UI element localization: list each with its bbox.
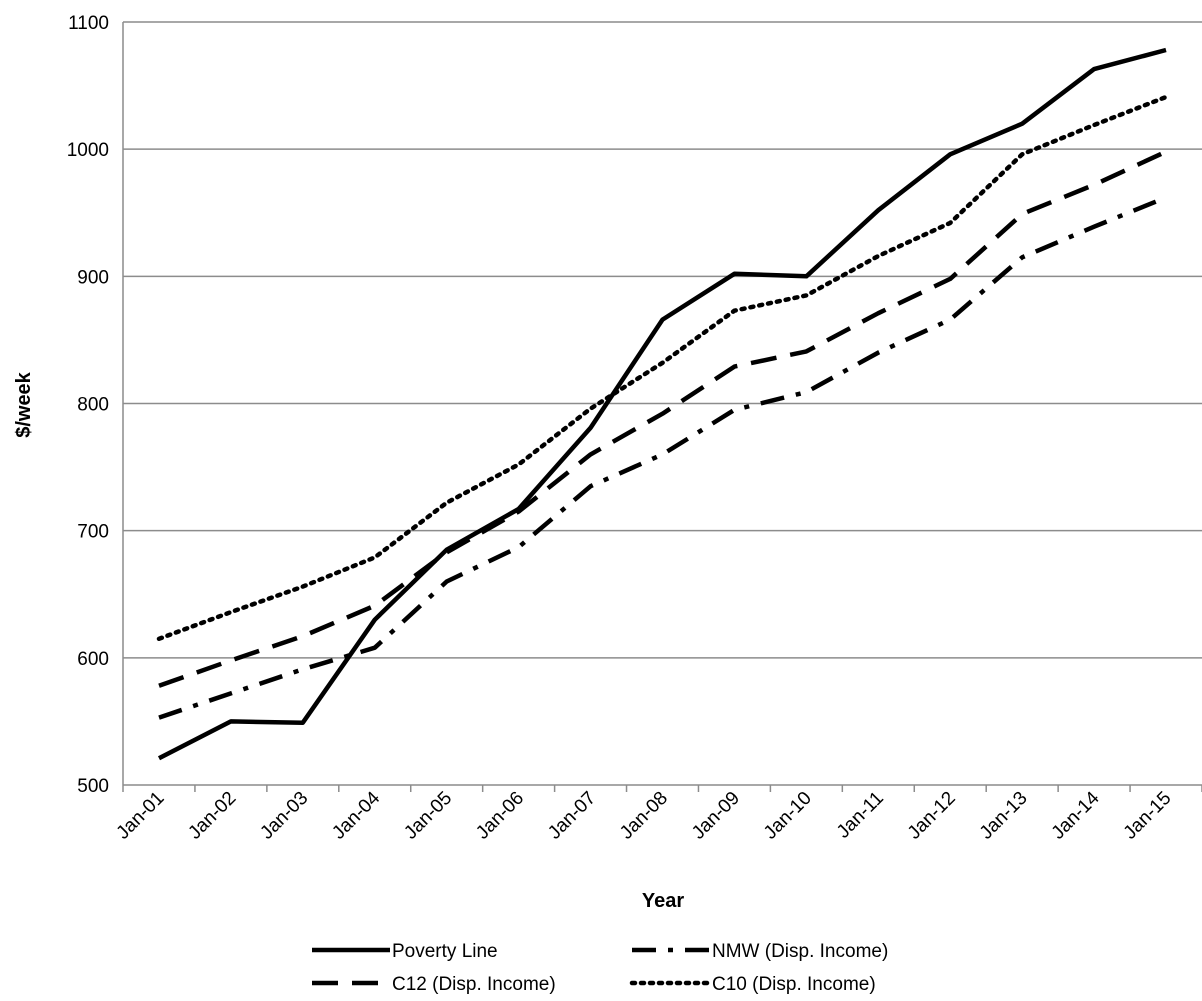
legend-label-2: C12 (Disp. Income) [392,974,556,995]
x-tick-labels: Jan-01 Jan-02 Jan-03 Jan-04 Jan-05 Jan-06 Jan-… [113,785,1202,844]
x-tick-label: Jan-15 [1120,788,1176,844]
y-tick-label: 500 [77,776,109,797]
x-tick-label: Jan-07 [544,788,600,844]
x-tick-label: Jan-06 [472,788,528,844]
series-line-1 [158,195,1167,720]
x-tick-label: Jan-13 [976,788,1032,844]
legend: Poverty Line NMW (Disp. Income) C12 (Disp.… [312,941,888,995]
legend-label-1: NMW (Disp. Income) [712,941,888,962]
legend-label-0: Poverty Line [392,941,498,962]
y-axis-title: $/week [13,371,35,437]
series-lines [156,47,1169,761]
series-line-3 [156,94,1169,642]
x-tick-label: Jan-01 [113,788,169,844]
y-tick-label: 700 [77,522,109,543]
y-tick-label: 1100 [68,13,109,34]
y-tick-label: 900 [77,267,109,288]
x-tick-label: Jan-02 [184,788,240,844]
series-line-2 [158,149,1167,688]
y-tick-labels: 500 600 700 800 900 1000 1100 [67,13,109,797]
gridlines [122,21,1202,786]
y-tick-label: 600 [77,649,109,670]
x-tick-label: Jan-12 [904,788,960,844]
x-axis-title: Year [642,890,684,912]
x-tick-label: Jan-09 [688,788,744,844]
y-tick-label: 800 [77,395,109,416]
x-tick-label: Jan-08 [616,788,672,844]
x-tick-label: Jan-04 [328,787,384,843]
legend-label-3: C10 (Disp. Income) [712,974,876,995]
x-tick-label: Jan-10 [760,788,816,844]
series-line-0 [157,47,1167,761]
x-tick-label: Jan-14 [1048,787,1104,843]
y-tick-label: 1000 [67,140,109,161]
x-tick-label: Jan-03 [256,788,312,844]
x-tick-label: Jan-05 [400,788,456,844]
x-tick-label: Jan-11 [833,788,888,843]
